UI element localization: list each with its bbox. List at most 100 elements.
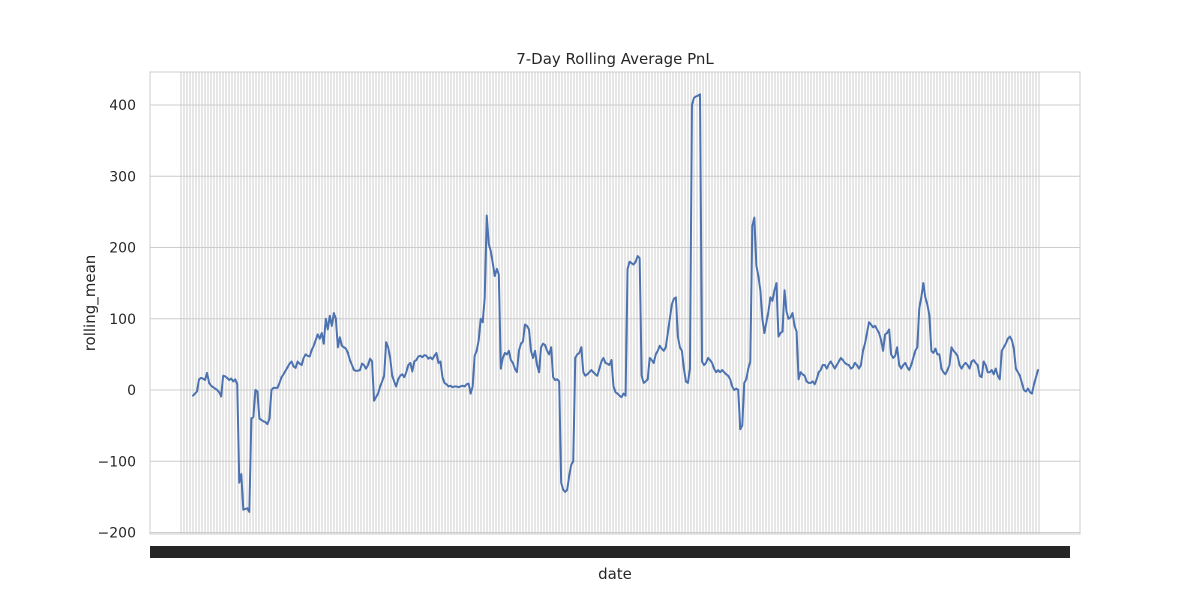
data-point bbox=[958, 364, 961, 366]
data-point bbox=[462, 385, 464, 387]
data-point bbox=[952, 350, 955, 352]
data-point bbox=[604, 362, 607, 364]
data-point bbox=[250, 417, 252, 420]
data-point bbox=[421, 356, 423, 358]
x-axis-label: date bbox=[598, 565, 632, 583]
data-point bbox=[715, 371, 717, 373]
data-point bbox=[468, 382, 470, 385]
data-point bbox=[864, 343, 866, 345]
data-point bbox=[876, 328, 878, 331]
data-point bbox=[598, 368, 601, 370]
data-point bbox=[1025, 390, 1027, 393]
data-point bbox=[339, 336, 341, 338]
data-point bbox=[810, 382, 812, 384]
data-point bbox=[439, 360, 442, 363]
data-point bbox=[214, 387, 216, 390]
data-point bbox=[554, 379, 556, 381]
data-point bbox=[918, 307, 920, 309]
data-point bbox=[874, 325, 876, 327]
data-point bbox=[725, 373, 727, 375]
data-point bbox=[641, 375, 643, 377]
data-point bbox=[665, 346, 667, 348]
data-point bbox=[200, 377, 202, 379]
data-point bbox=[987, 371, 989, 373]
data-point bbox=[248, 511, 250, 513]
data-point bbox=[757, 275, 759, 277]
data-point bbox=[451, 386, 454, 388]
data-point bbox=[347, 352, 349, 354]
data-point bbox=[884, 333, 886, 336]
data-point bbox=[687, 382, 689, 384]
data-point bbox=[709, 359, 711, 361]
data-point bbox=[210, 385, 212, 387]
data-point bbox=[789, 316, 792, 318]
data-point bbox=[337, 346, 339, 348]
data-point bbox=[274, 387, 277, 389]
data-point bbox=[1005, 343, 1007, 345]
data-point bbox=[973, 359, 975, 361]
data-point bbox=[1017, 371, 1019, 373]
data-point bbox=[717, 369, 719, 371]
data-point bbox=[741, 425, 743, 427]
data-point bbox=[252, 416, 254, 418]
data-point bbox=[721, 369, 723, 371]
data-point bbox=[938, 353, 941, 355]
data-point bbox=[705, 362, 707, 364]
y-tick-label: 100 bbox=[109, 312, 136, 328]
data-point bbox=[773, 289, 776, 291]
data-point bbox=[759, 289, 761, 291]
data-point bbox=[777, 335, 780, 338]
data-point bbox=[922, 282, 924, 284]
data-point bbox=[926, 303, 928, 306]
data-point bbox=[403, 376, 405, 378]
data-point bbox=[824, 364, 826, 366]
data-point bbox=[785, 311, 788, 313]
data-point bbox=[596, 375, 598, 377]
data-point bbox=[767, 311, 770, 313]
data-point bbox=[769, 296, 772, 298]
data-point bbox=[804, 375, 806, 377]
data-point bbox=[647, 378, 649, 380]
data-point bbox=[795, 330, 798, 333]
data-point bbox=[838, 360, 840, 363]
data-point bbox=[834, 368, 836, 370]
data-point bbox=[1003, 346, 1005, 348]
data-point bbox=[856, 364, 858, 366]
y-tick-label: 200 bbox=[109, 241, 136, 257]
data-point bbox=[631, 262, 633, 264]
data-point bbox=[848, 364, 850, 366]
data-point bbox=[498, 273, 500, 276]
data-point bbox=[814, 383, 816, 385]
data-point bbox=[236, 383, 238, 385]
data-point bbox=[1033, 383, 1035, 385]
data-point bbox=[830, 360, 832, 363]
data-point bbox=[932, 352, 934, 354]
data-point bbox=[540, 346, 542, 348]
data-point bbox=[858, 368, 860, 370]
data-point bbox=[733, 389, 735, 391]
data-point bbox=[572, 460, 574, 462]
data-point bbox=[787, 318, 790, 320]
data-point bbox=[1013, 348, 1015, 350]
data-point bbox=[1035, 376, 1037, 378]
data-point bbox=[586, 373, 588, 375]
data-point bbox=[512, 362, 514, 364]
data-point bbox=[1011, 339, 1013, 341]
data-point bbox=[649, 357, 651, 359]
data-point bbox=[956, 355, 959, 357]
data-point bbox=[693, 97, 695, 99]
data-point bbox=[828, 363, 830, 365]
x-date-tick-labels-block bbox=[150, 546, 1070, 558]
data-point bbox=[854, 362, 856, 364]
data-point bbox=[1007, 338, 1009, 340]
data-point bbox=[618, 395, 621, 397]
data-point bbox=[993, 373, 995, 375]
data-point bbox=[588, 371, 590, 373]
data-point bbox=[369, 358, 371, 360]
data-point bbox=[522, 340, 524, 343]
data-point bbox=[309, 355, 311, 358]
data-point bbox=[232, 380, 234, 383]
data-point bbox=[900, 368, 902, 370]
data-point bbox=[423, 354, 425, 356]
data-point bbox=[751, 225, 753, 227]
